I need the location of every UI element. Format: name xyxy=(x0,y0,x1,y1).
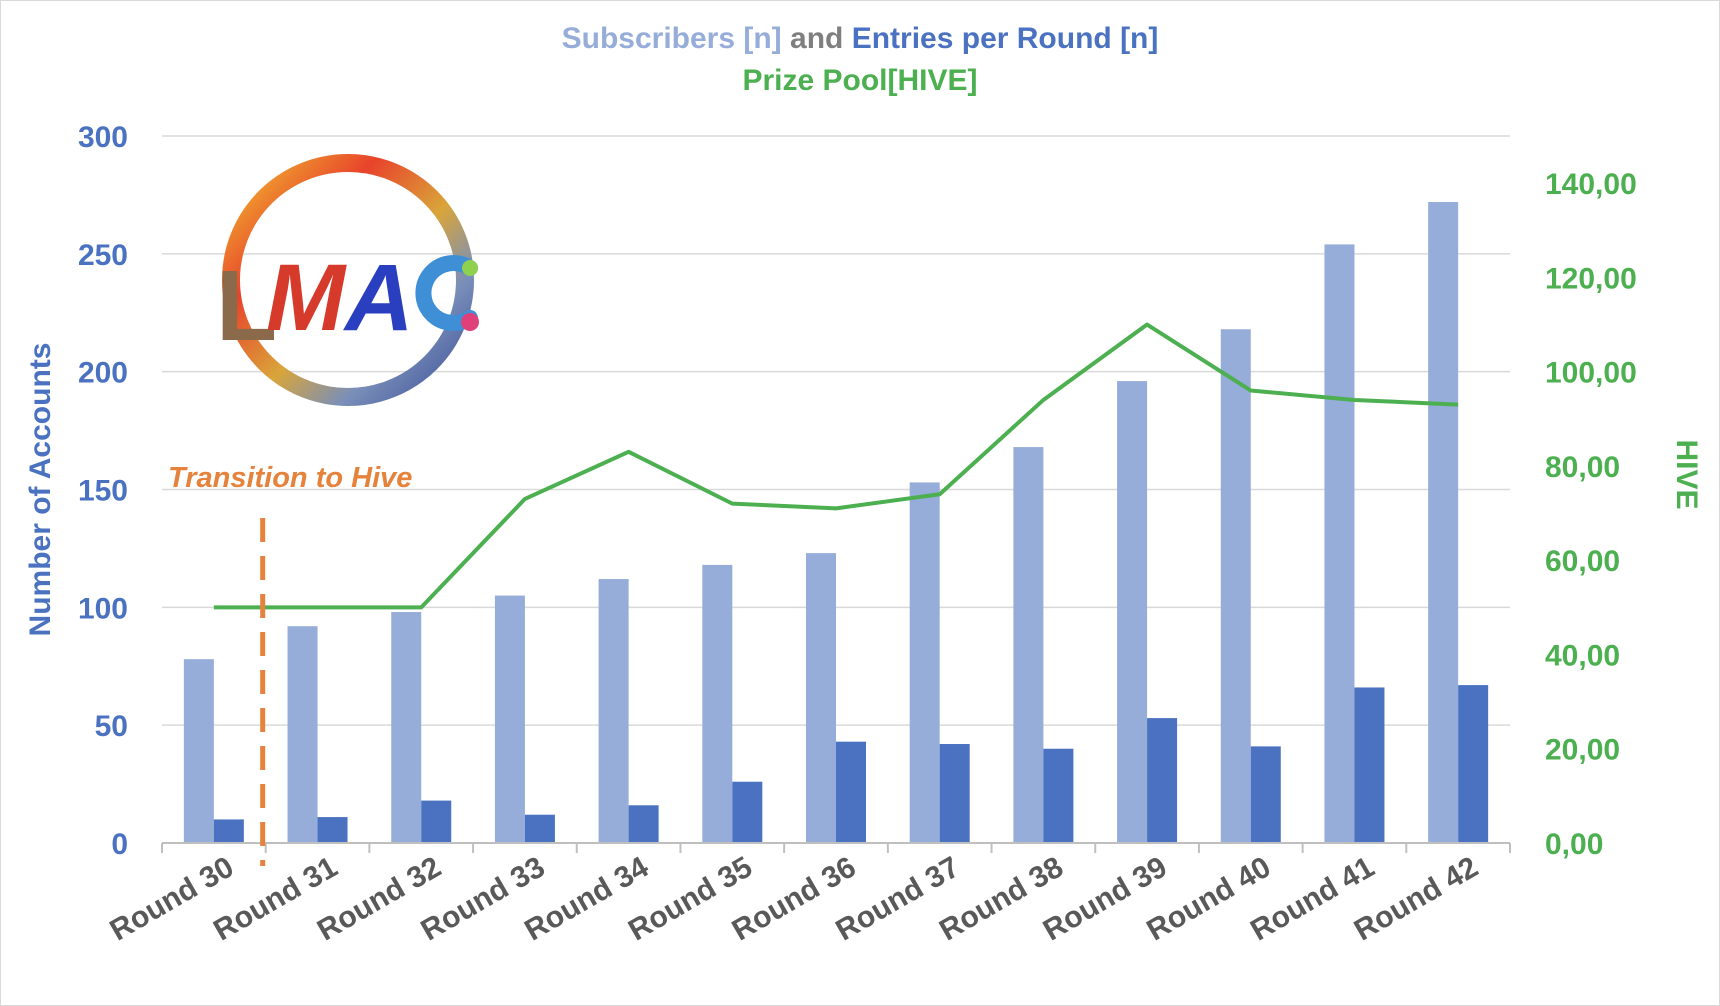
logo-letter-m: M xyxy=(266,245,347,351)
logo-dot-green xyxy=(462,260,478,276)
y2-tick-label: 140,00 xyxy=(1545,168,1637,201)
subscribers-bar xyxy=(1117,381,1148,843)
y2-tick-label: 80,00 xyxy=(1545,451,1620,484)
transition-label: Transition to Hive xyxy=(168,462,412,494)
subscribers-bar xyxy=(1013,447,1044,843)
bars xyxy=(183,201,1489,843)
logo-dot-pink xyxy=(461,313,479,331)
entries-bar xyxy=(628,805,659,843)
y2-tick-label: 40,00 xyxy=(1545,639,1620,672)
y-tick-label: 50 xyxy=(95,710,128,743)
chart-title: Subscribers [n] and Entries per Round [n… xyxy=(0,22,1720,56)
y-axis-title: Number of Accounts xyxy=(24,343,57,637)
subscribers-bar xyxy=(1324,244,1355,843)
subscribers-bar xyxy=(702,564,733,843)
y2-tick-label: 120,00 xyxy=(1545,262,1637,295)
y2-tick-label: 100,00 xyxy=(1545,357,1637,390)
entries-bar xyxy=(836,741,866,843)
title-entries: Entries per Round [n] xyxy=(851,22,1159,55)
subscribers-bar xyxy=(287,626,318,843)
subscribers-bar xyxy=(1220,329,1251,843)
y-tick-label: 0 xyxy=(111,828,128,861)
entries-bar xyxy=(1250,746,1281,843)
entries-bar xyxy=(317,817,348,843)
y-tick-label: 150 xyxy=(78,475,128,508)
subscribers-bar xyxy=(1428,201,1459,843)
lmac-logo: LM A xyxy=(216,154,479,406)
entries-bar xyxy=(939,744,970,843)
logo-letter-c xyxy=(415,255,478,331)
subscribers-bar xyxy=(183,659,214,843)
entries-bar xyxy=(213,819,244,843)
entries-bar xyxy=(1043,748,1074,843)
title-subscribers: Subscribers [n] xyxy=(561,22,782,55)
entries-bar xyxy=(421,800,452,843)
y-tick-label: 200 xyxy=(78,357,128,390)
y-tick-label: 100 xyxy=(78,592,128,625)
prize-pool-line xyxy=(213,322,1459,610)
logo-ring xyxy=(222,154,474,406)
subscribers-bar xyxy=(909,482,940,843)
y-tick-label: 250 xyxy=(78,239,128,272)
prize-line-layer xyxy=(213,322,1459,610)
entries-bar xyxy=(1458,685,1489,843)
subscribers-bar xyxy=(806,553,836,843)
entries-bar xyxy=(732,781,763,843)
entries-bar xyxy=(1147,718,1178,843)
entries-bar xyxy=(524,814,555,843)
logo-letter-l: L xyxy=(216,250,277,362)
subscribers-bar xyxy=(598,579,629,843)
subscribers-bar xyxy=(494,595,525,843)
y2-tick-label: 0,00 xyxy=(1545,828,1603,861)
chart-subtitle: Prize Pool[HIVE] xyxy=(742,64,978,97)
y-tick-label: 300 xyxy=(78,121,128,154)
y2-tick-label: 20,00 xyxy=(1545,734,1620,767)
entries-bar xyxy=(1354,687,1385,843)
y2-axis-title: HIVE xyxy=(1670,439,1703,509)
y2-tick-label: 60,00 xyxy=(1545,545,1620,578)
logo-letter-a: A xyxy=(343,245,414,351)
subscribers-bar xyxy=(391,612,422,843)
title-and: and xyxy=(790,22,844,55)
annotations: Transition to Hive xyxy=(168,462,412,866)
